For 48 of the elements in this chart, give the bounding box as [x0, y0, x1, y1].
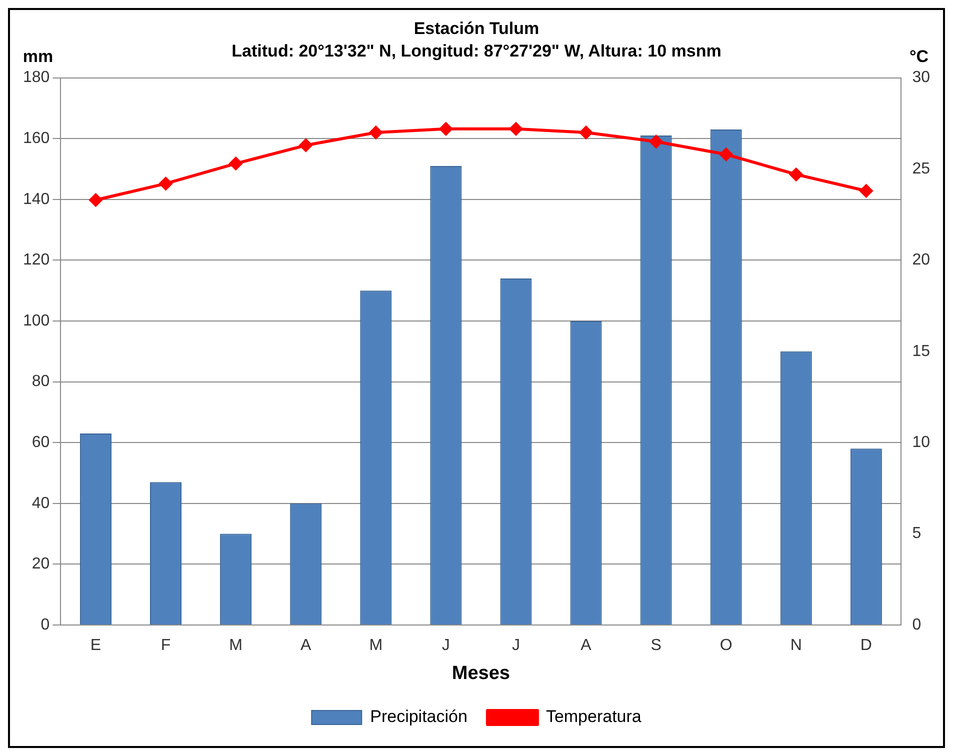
x-tick-label: J [442, 637, 450, 654]
x-axis-title: Meses [452, 662, 510, 684]
point [580, 126, 593, 140]
y2-tick-label: 25 [912, 160, 930, 178]
x-tick-label: A [580, 637, 592, 654]
x-tick-label: D [860, 637, 872, 654]
y-tick-label: 40 [32, 494, 50, 512]
point [159, 177, 172, 190]
x-tick-label: S [650, 637, 662, 654]
y2-tick-label: 30 [912, 69, 930, 86]
x-tick-label: A [300, 637, 312, 654]
y-tick-label: 60 [32, 434, 50, 452]
y-tick-label: 100 [22, 312, 50, 330]
y2-tick-label: 5 [912, 525, 922, 542]
y2-tick-label: 0 [912, 616, 922, 634]
point [299, 138, 312, 152]
y-tick-label: 20 [32, 556, 50, 573]
point [509, 122, 522, 136]
y-axis-title: mm [22, 46, 54, 66]
y-tick-label: 160 [22, 130, 50, 148]
x-tick-label: O [720, 637, 732, 654]
y-tick-label: 120 [22, 252, 50, 269]
x-tick-label: M [229, 637, 242, 654]
point [229, 157, 242, 170]
y2-tick-label: 20 [912, 252, 930, 269]
x-tick-label: N [790, 637, 802, 654]
y-tick-label: 80 [32, 373, 50, 390]
point [720, 148, 733, 161]
y2-tick-label: 15 [912, 342, 930, 360]
point [790, 168, 803, 181]
point [860, 184, 873, 198]
y2-axis-title: °C [909, 46, 929, 66]
legend-label: Temperatura [546, 707, 642, 726]
legend-label: Precipitación [370, 707, 468, 726]
x-tick-label: J [512, 637, 520, 654]
point [89, 194, 102, 207]
chart-title: Estación Tulum [414, 18, 540, 38]
y-tick-label: 180 [22, 69, 50, 86]
chart-subtitle: Latitud: 20°13'32" N, Longitud: 87°27'29" W, Altura: 10 msnm [232, 41, 722, 60]
x-tick-label: F [160, 637, 171, 654]
y-tick-label: 0 [40, 616, 50, 634]
point [439, 122, 452, 136]
y-tick-label: 140 [22, 190, 50, 208]
point [650, 135, 663, 148]
point [369, 126, 382, 140]
y2-tick-label: 10 [912, 434, 930, 452]
x-tick-label: M [369, 637, 383, 654]
x-tick-label: E [90, 637, 102, 654]
